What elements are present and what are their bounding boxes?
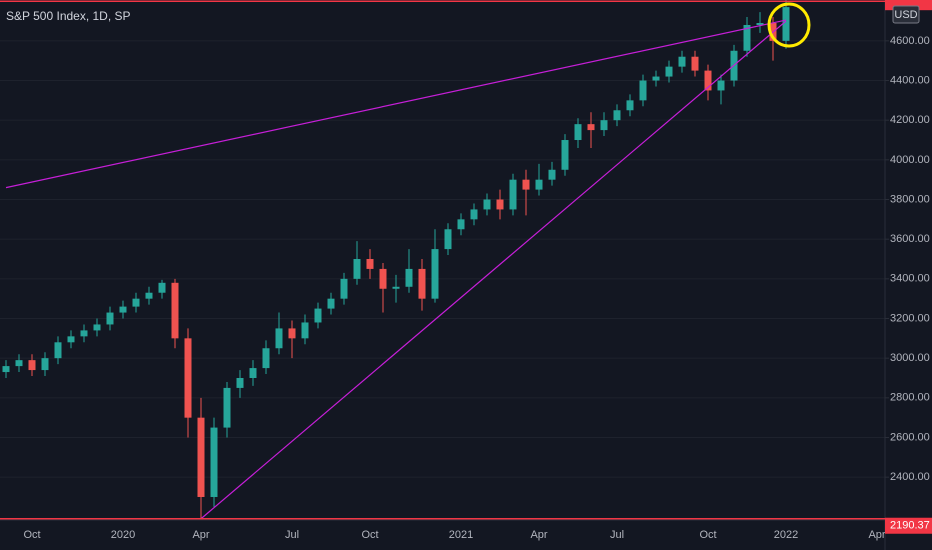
candle-body (756, 23, 764, 25)
y-tick-label: 2400.00 (890, 471, 930, 483)
trendline (5, 19, 787, 189)
candle-body (158, 282, 166, 293)
candle-body (93, 324, 101, 331)
candle-body (80, 330, 88, 337)
chart-title: S&P 500 Index, 1D, SP (6, 9, 131, 23)
candle-body (197, 417, 205, 497)
candle-body (41, 358, 49, 371)
candle-body (405, 268, 413, 287)
candle-body (704, 70, 712, 91)
candle-body (522, 179, 530, 190)
candle-body (366, 259, 374, 269)
candle-body (691, 56, 699, 71)
candle-body (275, 328, 283, 349)
candle-body (184, 338, 192, 418)
candle-body (171, 282, 179, 339)
x-tick-label: Apr (192, 529, 209, 541)
candle-body (379, 268, 387, 289)
x-tick-label: Jul (285, 529, 299, 541)
candle-body (15, 360, 23, 367)
y-tick-label: 3200.00 (890, 312, 930, 324)
y-tick-label: 3600.00 (890, 233, 930, 245)
candle-body (418, 268, 426, 299)
x-tick-label: Oct (23, 529, 40, 541)
x-tick-label: Oct (699, 529, 716, 541)
candle-body (28, 360, 36, 371)
candle-body (288, 328, 296, 339)
y-tick-label: 4000.00 (890, 154, 930, 166)
candle-body (236, 378, 244, 388)
x-tick-label: Apr (868, 529, 885, 541)
currency-badge (892, 5, 920, 24)
y-tick-label: 3400.00 (890, 273, 930, 285)
plot-area (0, 0, 885, 520)
highlight-circle (767, 2, 811, 48)
candle-body (613, 110, 621, 121)
y-tick-label: 4200.00 (890, 114, 930, 126)
candle-body (509, 179, 517, 210)
trendline (200, 20, 787, 520)
candle-body (353, 259, 361, 279)
x-tick-label: 2022 (774, 529, 798, 541)
price-label: 2190.37 (890, 520, 930, 532)
currency-label: USD (894, 9, 917, 21)
y-tick-label: 3800.00 (890, 193, 930, 205)
y-tick-label: 4400.00 (890, 74, 930, 86)
candle-body (340, 278, 348, 299)
candle-body (665, 66, 673, 77)
candle-body (301, 322, 309, 339)
candle-body (535, 179, 543, 190)
candle-body (210, 427, 218, 497)
price-label-box (885, 0, 932, 11)
candle-body (2, 366, 10, 373)
x-tick-label: 2020 (111, 529, 135, 541)
candle-body (496, 199, 504, 210)
candle-body (717, 80, 725, 91)
y-tick-label: 2600.00 (890, 431, 930, 443)
x-tick-label: 2021 (449, 529, 473, 541)
candle-body (431, 249, 439, 299)
y-tick-label: 2800.00 (890, 392, 930, 404)
candle-body (223, 387, 231, 428)
candle-body (574, 124, 582, 141)
y-tick-label: 3000.00 (890, 352, 930, 364)
candle-body (392, 286, 400, 289)
x-tick-label: Jul (610, 529, 624, 541)
candle-body (483, 199, 491, 210)
candle-body (548, 169, 556, 180)
candle-body (652, 76, 660, 81)
candle-body (444, 229, 452, 250)
candle-body (132, 298, 140, 307)
candle-body (678, 56, 686, 67)
candle-body (67, 336, 75, 343)
candle-body (119, 306, 127, 313)
candle-body (457, 219, 465, 230)
candle-body (249, 368, 257, 379)
candle-body (587, 124, 595, 131)
candle-body (639, 80, 647, 101)
y-tick-label: 4600.00 (890, 35, 930, 47)
candle-body (106, 312, 114, 325)
price-label-box (885, 517, 932, 534)
candle-body (54, 342, 62, 359)
candle-body (561, 140, 569, 170)
candle-body (262, 348, 270, 369)
candle-body (145, 292, 153, 299)
candle-body (327, 298, 335, 309)
x-tick-label: Apr (530, 529, 547, 541)
candle-body (470, 209, 478, 220)
candle-body (782, 7, 790, 41)
x-tick-label: Oct (361, 529, 378, 541)
candle-body (626, 100, 634, 111)
candle-body (743, 24, 751, 51)
candle-body (600, 120, 608, 131)
candle-body (314, 308, 322, 323)
